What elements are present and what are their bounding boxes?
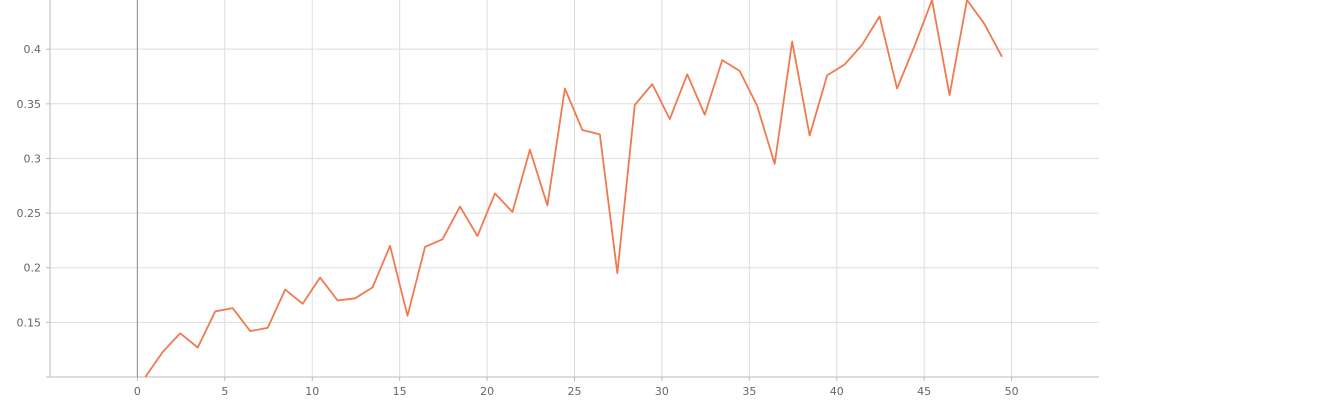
y-tick-label: 0.25 (17, 207, 42, 220)
x-tick-label: 5 (221, 385, 228, 398)
x-tick-label: 25 (568, 385, 582, 398)
y-tick-label: 0.35 (17, 98, 42, 111)
series-lines (144, 0, 1003, 378)
x-tick-label: 50 (1005, 385, 1019, 398)
x-tick-label: 0 (134, 385, 141, 398)
y-tick-label: 0.4 (24, 43, 42, 56)
axes (46, 0, 1099, 381)
x-tick-label: 20 (480, 385, 494, 398)
x-tick-label: 35 (742, 385, 756, 398)
series-line (144, 0, 1003, 378)
y-tick-label: 0.2 (24, 262, 42, 275)
x-tick-label: 10 (305, 385, 319, 398)
grid-lines (50, 0, 1099, 377)
tick-labels: 0 5 10 15 20 25 30 35 40 45 50 0.15 0.2 0.25 0.3 0.35 0.… (17, 43, 1019, 398)
y-tick-label: 0.3 (24, 152, 42, 165)
x-tick-label: 40 (830, 385, 844, 398)
x-tick-label: 30 (655, 385, 669, 398)
x-tick-label: 15 (393, 385, 407, 398)
y-tick-label: 0.15 (17, 316, 42, 329)
x-tick-label: 45 (917, 385, 931, 398)
